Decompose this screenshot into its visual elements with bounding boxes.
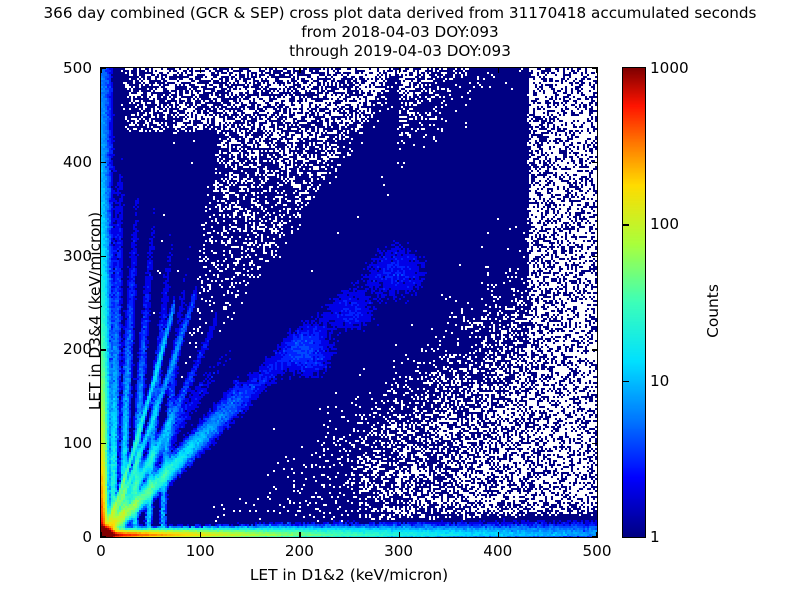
y-tick-label: 100 [63,434,92,453]
y-tick-right [592,161,597,163]
x-tick-bottom [200,532,202,537]
x-tick-top [497,68,499,73]
x-tick-label: 0 [96,542,106,560]
colorbar-label: Counts [704,284,722,338]
x-axis-label: LET in D1&2 (keV/micron) [249,566,449,584]
y-tick-label: 400 [63,152,92,171]
y-tick-left [101,349,106,351]
colorbar-tick [623,380,629,382]
y-tick-right [592,443,597,445]
x-tick-label: 200 [284,542,314,560]
title-line-3: through 2019-04-03 DOY:093 [289,42,511,60]
y-tick-right [592,535,597,537]
x-tick-bottom [101,532,103,537]
title-line-1: 366 day combined (GCR & SEP) cross plot … [43,4,757,22]
y-tick-right [592,68,597,70]
x-tick-top [398,68,400,73]
x-tick-label: 300 [384,542,414,560]
y-tick-left [101,535,106,537]
plot-title: 366 day combined (GCR & SEP) cross plot … [0,4,800,61]
colorbar-tick-label: 10 [650,371,670,390]
x-tick-top [299,68,301,73]
x-tick-bottom [299,532,301,537]
x-tick-top [595,68,597,73]
x-tick-top [200,68,202,73]
y-tick-left [101,68,106,70]
colorbar-tick [623,224,629,226]
plot-area[interactable] [100,67,598,538]
colorbar-tick-label: 100 [650,215,679,234]
y-tick-left [101,161,106,163]
colorbar-gradient [623,68,645,537]
y-axis-label: LET in D3&4 (keV/micron) [86,211,104,411]
y-tick-label: 200 [63,340,92,359]
x-tick-bottom [595,532,597,537]
x-tick-bottom [497,532,499,537]
colorbar[interactable] [622,67,646,538]
y-tick-label: 0 [82,528,92,546]
colorbar-tick-label: 1 [650,528,660,546]
y-tick-left [101,255,106,257]
x-tick-label: 500 [582,542,612,560]
x-tick-bottom [398,532,400,537]
x-tick-top [101,68,103,73]
title-line-2: from 2018-04-03 DOY:093 [301,23,499,41]
y-tick-right [592,349,597,351]
x-tick-label: 100 [185,542,215,560]
colorbar-tick-label: 1000 [650,59,689,77]
y-tick-right [592,255,597,257]
heatmap-canvas [101,68,597,537]
y-tick-label: 300 [63,246,92,265]
x-tick-label: 400 [483,542,513,560]
y-tick-left [101,443,106,445]
y-tick-label: 500 [63,59,92,77]
